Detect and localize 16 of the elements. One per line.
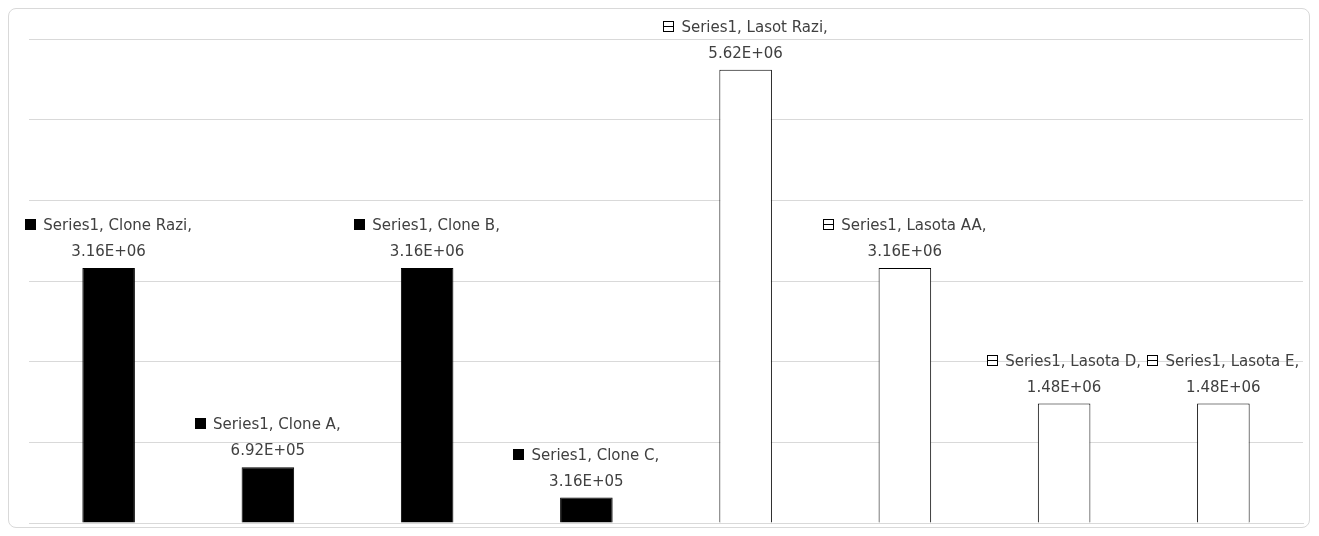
- data-label: 3.16E+05: [549, 471, 624, 490]
- annotation: Series1, Clone Razi,: [43, 216, 192, 235]
- data-label: 5.62E+06: [708, 43, 783, 62]
- text: Series1, Lasot Razi,: [681, 17, 828, 36]
- annotation: Series1, Clone C,: [531, 445, 660, 464]
- data-label: 3.16E+06: [389, 242, 465, 261]
- data-label: 3.16E+06: [71, 242, 146, 261]
- data-label: 1.48E+06: [1026, 377, 1102, 396]
- annotation: Series1, Lasota E,: [1165, 351, 1300, 370]
- data-label: 3.16E+06: [867, 242, 943, 261]
- annotation: Series1, Clone B,: [372, 216, 500, 235]
- annotation: Series1, Lasota D,: [1005, 351, 1142, 370]
- annotation: Series1, Clone A,: [213, 415, 341, 434]
- annotation: Series1, Lasota AA,: [841, 216, 987, 235]
- data-label: 1.48E+06: [1186, 377, 1261, 396]
- data-label: 6.92E+05: [230, 441, 306, 460]
